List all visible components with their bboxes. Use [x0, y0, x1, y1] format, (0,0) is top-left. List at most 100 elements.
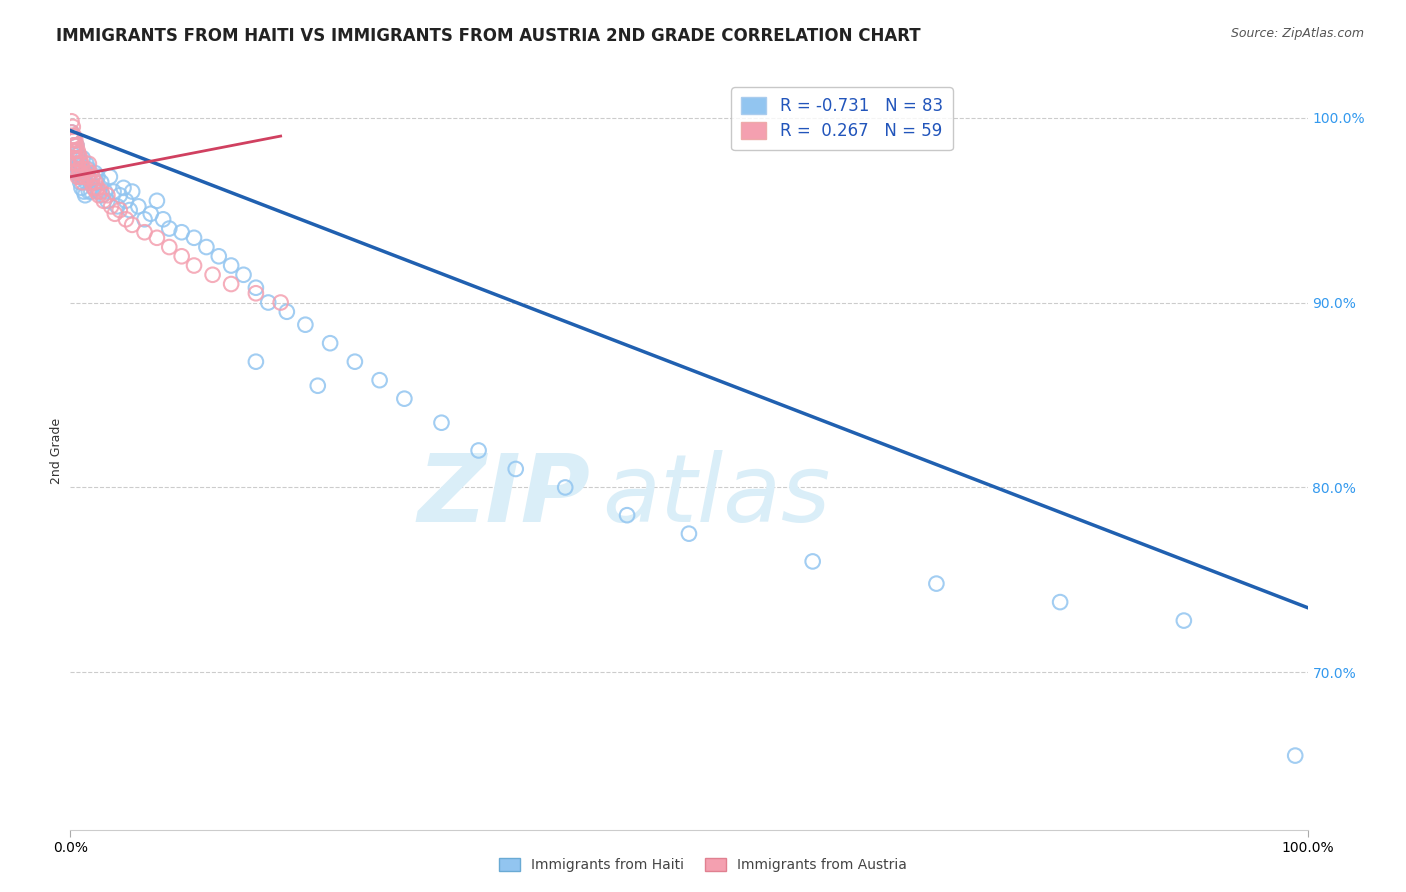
Point	[79, 175, 101, 189]
Point	[72, 151, 94, 165]
Point	[60, 125, 83, 139]
Text: IMMIGRANTS FROM HAITI VS IMMIGRANTS FROM AUSTRIA 2ND GRADE CORRELATION CHART: IMMIGRANTS FROM HAITI VS IMMIGRANTS FROM…	[56, 27, 921, 45]
Point	[75, 157, 97, 171]
Point	[925, 576, 948, 591]
Point	[118, 202, 141, 217]
Point	[146, 231, 169, 245]
Point	[63, 133, 86, 147]
Point	[65, 133, 87, 147]
Point	[75, 162, 97, 177]
Point	[86, 181, 108, 195]
Point	[65, 166, 87, 180]
Point	[72, 175, 94, 189]
Point	[83, 181, 105, 195]
Point	[62, 144, 84, 158]
Point	[84, 185, 107, 199]
Point	[82, 169, 104, 184]
Point	[219, 259, 242, 273]
Point	[170, 225, 193, 239]
Point	[108, 202, 131, 217]
Point	[77, 157, 100, 171]
Y-axis label: 2nd Grade: 2nd Grade	[51, 417, 63, 483]
Legend: Immigrants from Haiti, Immigrants from Austria: Immigrants from Haiti, Immigrants from A…	[494, 853, 912, 878]
Point	[66, 162, 89, 177]
Point	[343, 354, 366, 368]
Point	[245, 281, 267, 295]
Point	[77, 162, 100, 177]
Point	[100, 199, 122, 213]
Point	[75, 188, 97, 202]
Point	[65, 166, 87, 180]
Point	[201, 268, 224, 282]
Point	[157, 240, 180, 254]
Point	[73, 185, 96, 199]
Point	[82, 169, 104, 184]
Point	[294, 318, 316, 332]
Point	[63, 138, 86, 153]
Point	[72, 162, 94, 177]
Point	[105, 199, 128, 213]
Point	[87, 185, 110, 199]
Point	[505, 462, 527, 476]
Point	[245, 286, 267, 301]
Point	[73, 162, 96, 177]
Point	[65, 138, 87, 153]
Point	[63, 144, 86, 158]
Point	[66, 144, 89, 158]
Point	[63, 151, 86, 165]
Point	[80, 175, 103, 189]
Point	[121, 185, 143, 199]
Point	[77, 185, 100, 199]
Point	[70, 169, 93, 184]
Point	[90, 175, 112, 189]
Point	[104, 207, 127, 221]
Point	[1049, 595, 1071, 609]
Point	[430, 416, 453, 430]
Point	[67, 162, 90, 177]
Point	[75, 169, 97, 184]
Point	[183, 231, 205, 245]
Point	[69, 175, 91, 189]
Point	[219, 277, 242, 291]
Point	[60, 125, 83, 139]
Point	[96, 188, 118, 202]
Point	[65, 138, 87, 153]
Point	[75, 175, 97, 189]
Point	[65, 157, 87, 171]
Point	[84, 175, 107, 189]
Legend: R = -0.731   N = 83, R =  0.267   N = 59: R = -0.731 N = 83, R = 0.267 N = 59	[731, 87, 953, 150]
Point	[65, 151, 87, 165]
Point	[170, 249, 193, 263]
Point	[208, 249, 231, 263]
Point	[70, 181, 93, 195]
Point	[257, 295, 280, 310]
Point	[76, 169, 98, 184]
Point	[62, 133, 84, 147]
Point	[801, 554, 824, 568]
Point	[69, 151, 91, 165]
Point	[66, 169, 89, 184]
Point	[554, 480, 576, 494]
Point	[127, 199, 149, 213]
Point	[245, 354, 267, 368]
Text: Source: ZipAtlas.com: Source: ZipAtlas.com	[1230, 27, 1364, 40]
Point	[62, 120, 84, 134]
Point	[87, 188, 110, 202]
Point	[112, 181, 135, 195]
Point	[63, 138, 86, 153]
Point	[65, 144, 87, 158]
Point	[616, 508, 638, 523]
Point	[62, 147, 84, 161]
Point	[86, 169, 108, 184]
Point	[65, 157, 87, 171]
Point	[108, 188, 131, 202]
Point	[79, 166, 101, 180]
Point	[83, 181, 105, 195]
Point	[183, 259, 205, 273]
Point	[67, 151, 90, 165]
Point	[270, 295, 292, 310]
Point	[75, 166, 97, 180]
Point	[1284, 748, 1306, 763]
Point	[90, 185, 112, 199]
Point	[69, 166, 91, 180]
